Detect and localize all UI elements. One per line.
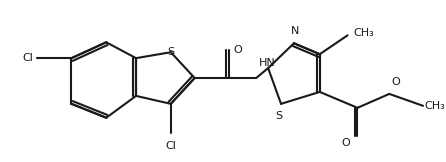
Text: CH₃: CH₃	[425, 101, 445, 111]
Text: N: N	[291, 26, 299, 36]
Text: HN: HN	[259, 58, 276, 68]
Text: S: S	[276, 111, 283, 121]
Text: O: O	[342, 138, 351, 148]
Text: CH₃: CH₃	[353, 28, 374, 38]
Text: O: O	[391, 77, 400, 87]
Text: Cl: Cl	[165, 141, 176, 151]
Text: Cl: Cl	[22, 53, 33, 63]
Text: O: O	[233, 45, 242, 55]
Text: S: S	[167, 47, 174, 57]
